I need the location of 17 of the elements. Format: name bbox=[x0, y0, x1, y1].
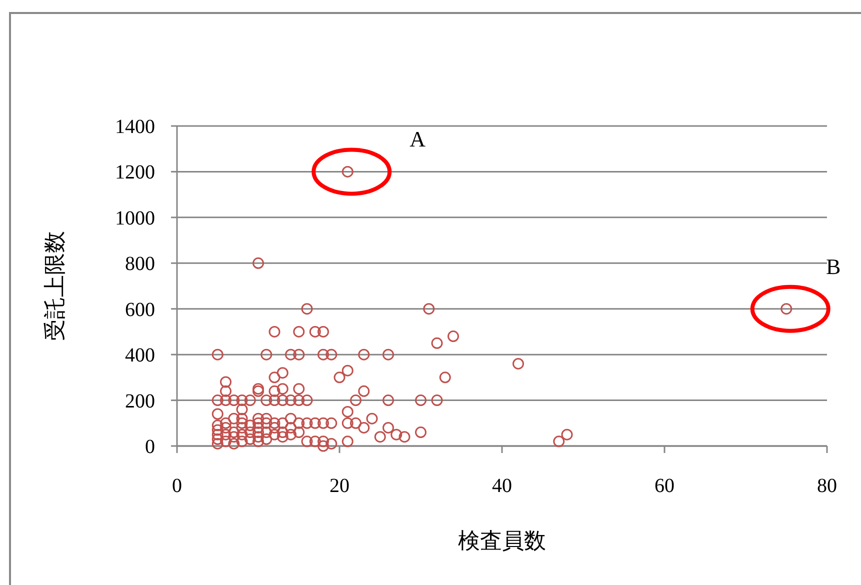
y-tick-label: 200 bbox=[125, 390, 155, 412]
annotation: A bbox=[410, 126, 426, 152]
y-tick-label: 1000 bbox=[115, 207, 155, 230]
x-tick-label: 40 bbox=[492, 475, 512, 497]
y-tick-label: 400 bbox=[125, 344, 155, 367]
x-tick-label: 0 bbox=[172, 475, 182, 497]
y-axis-title: 受託上限数 bbox=[42, 231, 67, 341]
x-axis-title: 検査員数 bbox=[458, 528, 546, 553]
y-tick-label: 1200 bbox=[115, 162, 155, 184]
y-tick-label: 0 bbox=[145, 436, 155, 458]
y-tick-label: 600 bbox=[125, 298, 155, 321]
x-tick-label: 60 bbox=[654, 475, 674, 497]
annotation: B bbox=[826, 254, 841, 279]
x-tick-label: 20 bbox=[330, 475, 350, 497]
x-tick-label: 80 bbox=[817, 475, 837, 497]
y-tick-label: 1400 bbox=[115, 116, 155, 138]
y-tick-label: 800 bbox=[125, 253, 155, 276]
